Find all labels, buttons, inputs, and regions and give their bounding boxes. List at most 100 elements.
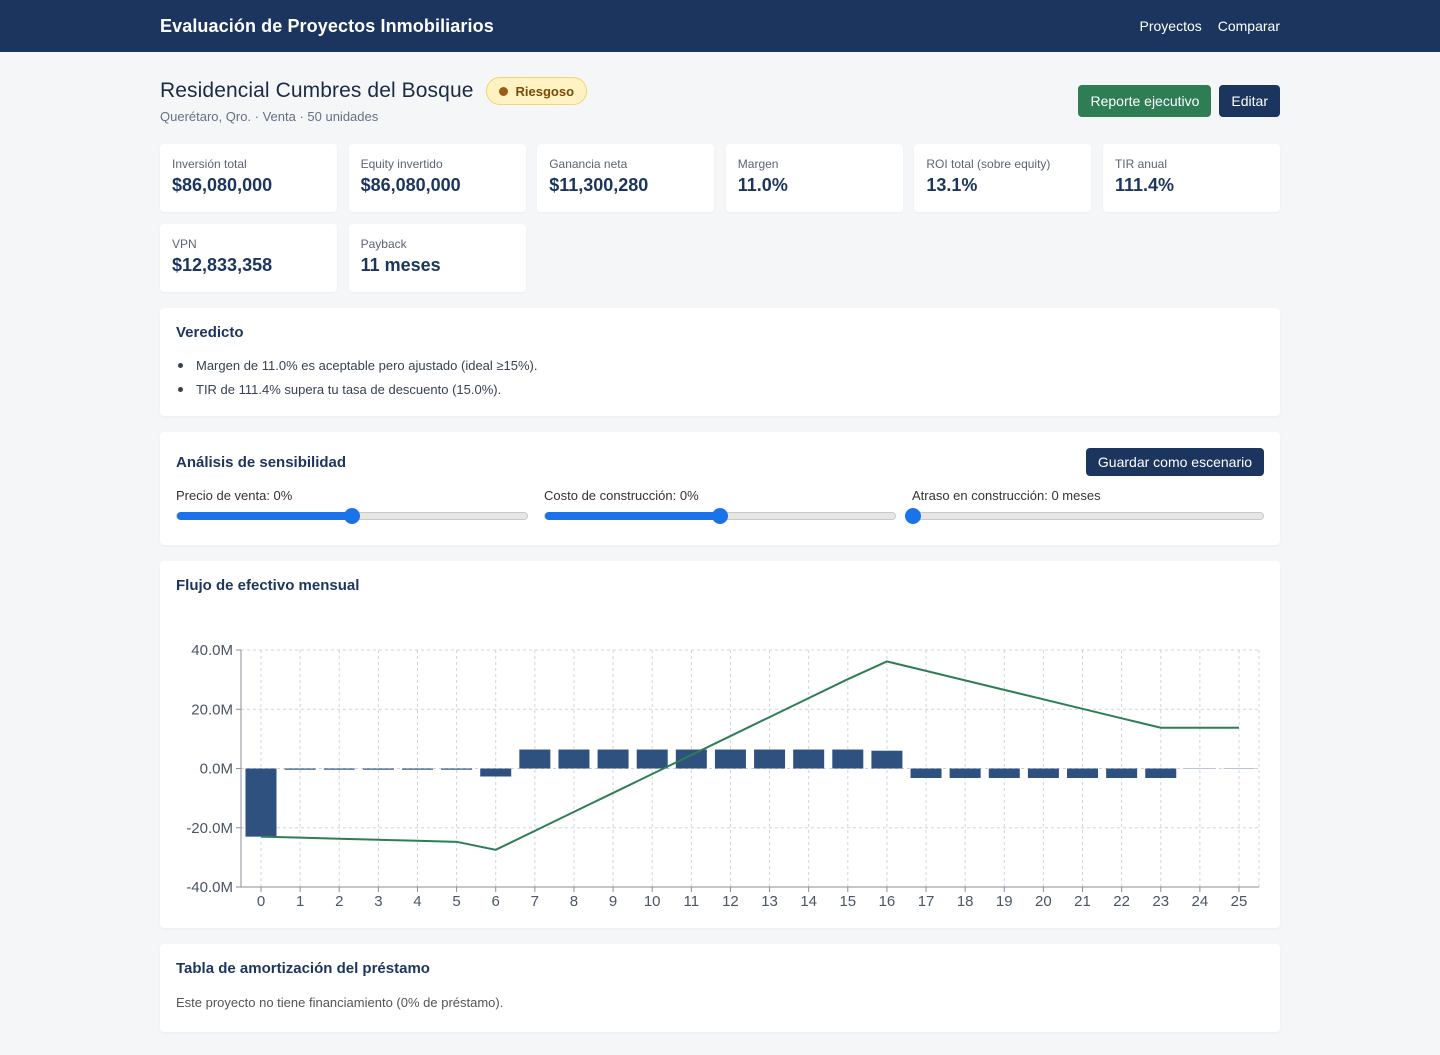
metric-label: Ganancia neta	[549, 157, 628, 171]
x-tick-label: 2	[335, 893, 343, 910]
metric-card-ganancia: Ganancia neta $11,300,280	[537, 144, 715, 212]
slider-track[interactable]	[544, 508, 896, 524]
x-tick-label: 14	[800, 893, 817, 910]
bar	[597, 749, 629, 769]
y-tick-label: 0.0M	[200, 761, 233, 778]
bar	[1145, 768, 1177, 778]
slider-fill	[177, 512, 352, 520]
metric-card-equity: Equity invertido $86,080,000	[348, 144, 526, 212]
slider-thumb[interactable]	[344, 508, 360, 524]
risk-badge: Riesgoso	[485, 77, 588, 105]
metric-card-roi: ROI total (sobre equity) 13.1%	[914, 144, 1092, 212]
x-tick-label: 3	[374, 893, 382, 910]
cashflow-title: Flujo de efectivo mensual	[176, 577, 360, 594]
bar	[558, 749, 590, 769]
x-tick-label: 25	[1231, 893, 1248, 910]
bar	[754, 749, 786, 769]
slider-label: Costo de construcción: 0%	[544, 488, 699, 503]
x-tick-label: 17	[918, 893, 935, 910]
verdict-item-text: TIR de 111.4% supera tu tasa de descuent…	[196, 381, 502, 397]
metric-label: Inversión total	[172, 157, 247, 171]
x-tick-label: 4	[413, 893, 421, 910]
metric-value: $11,300,280	[549, 175, 649, 195]
verdict-card: Veredicto Margen de 11.0% es aceptable p…	[160, 308, 1280, 416]
metrics-grid: Inversión total $86,080,000 Equity inver…	[160, 144, 1280, 292]
app-brand[interactable]: Evaluación de Proyectos Inmobiliarios	[160, 15, 494, 36]
metric-value: $12,833,358	[172, 255, 273, 275]
verdict-item-text: Margen de 11.0% es aceptable pero ajusta…	[196, 357, 538, 373]
cumulative-line	[260, 660, 1239, 851]
verdict-list: Margen de 11.0% es aceptable pero ajusta…	[176, 353, 1264, 401]
project-subtitle: Querétaro, Qro. · Venta · 50 unidades	[160, 109, 379, 124]
project-header: Residencial Cumbres del Bosque Riesgoso …	[160, 77, 1280, 126]
x-tick-label: 23	[1152, 893, 1169, 910]
metric-value: $86,080,000	[172, 175, 273, 195]
metric-value: 111.4%	[1114, 175, 1175, 195]
x-tick-label: 18	[957, 893, 974, 910]
amortization-text: Este proyecto no tiene financiamiento (0…	[176, 995, 504, 1010]
y-tick-label: -40.0M	[186, 879, 233, 896]
metric-card-inversion: Inversión total $86,080,000	[160, 144, 337, 212]
slider-atraso-construccion: Atraso en construcción: 0 meses	[905, 488, 1264, 524]
executive-report-button[interactable]: Reporte ejecutivo	[1078, 85, 1212, 117]
bar	[1067, 768, 1099, 778]
list-item: TIR de 111.4% supera tu tasa de descuent…	[176, 377, 1264, 401]
x-tick-label: 20	[1035, 893, 1052, 910]
slider-thumb[interactable]	[905, 508, 921, 524]
bar	[401, 768, 433, 770]
slider-track[interactable]	[905, 508, 1264, 524]
edit-button[interactable]: Editar	[1219, 85, 1280, 117]
metric-label: Margen	[737, 157, 779, 171]
list-item: Margen de 11.0% es aceptable pero ajusta…	[176, 353, 1264, 377]
bar	[284, 768, 316, 770]
bar	[871, 750, 903, 769]
x-axis-label: Mes	[736, 909, 764, 912]
bar	[245, 768, 277, 837]
project-title: Residencial Cumbres del Bosque	[160, 79, 474, 102]
amortization-card: Tabla de amortización del préstamo Este …	[160, 944, 1280, 1032]
cashflow-card: Flujo de efectivo mensual 40.0M 20.0M 0.0M…	[160, 561, 1280, 928]
metric-card-margen: Margen 11.0%	[725, 144, 903, 212]
metric-value: $86,080,000	[360, 175, 461, 195]
x-tick-label: 13	[761, 893, 778, 910]
slider-label: Precio de venta: 0%	[176, 488, 293, 503]
bar	[949, 768, 981, 778]
slider-track[interactable]	[176, 508, 528, 524]
x-tick-label: 5	[452, 893, 460, 910]
x-tick-label: 1	[296, 893, 304, 910]
bar	[675, 749, 707, 769]
x-tick-label: 7	[531, 893, 539, 910]
x-tick-label: 8	[570, 893, 578, 910]
bullet-icon	[178, 386, 183, 392]
bar	[636, 749, 668, 769]
bar	[988, 768, 1020, 778]
x-tick-label: 21	[1074, 893, 1091, 910]
metric-card-tir: TIR anual 111.4%	[1102, 144, 1280, 212]
bar	[480, 768, 512, 777]
amortization-title: Tabla de amortización del préstamo	[176, 960, 430, 977]
slider-thumb[interactable]	[712, 508, 728, 524]
save-scenario-button[interactable]: Guardar como escenario	[1085, 448, 1264, 476]
nav-link-proyectos[interactable]: Proyectos	[1139, 18, 1202, 34]
bar	[832, 749, 864, 769]
y-tick-label: -20.0M	[186, 820, 233, 837]
metric-value: 13.1%	[926, 175, 978, 195]
risk-badge-label: Riesgoso	[515, 83, 575, 99]
verdict-title: Veredicto	[176, 324, 244, 341]
slider-label: Atraso en construcción: 0 meses	[912, 488, 1101, 503]
bullet-icon	[178, 362, 183, 368]
x-tick-label: 6	[492, 893, 500, 910]
bar	[362, 768, 394, 770]
x-tick-label: 11	[684, 893, 700, 910]
metric-label: ROI total (sobre equity)	[926, 157, 1051, 171]
x-tick-label: 9	[609, 893, 617, 910]
x-tick-label: 12	[722, 893, 739, 910]
bar	[714, 749, 746, 769]
x-tick-label: 0	[257, 893, 265, 910]
bar	[910, 768, 942, 778]
nav-link-comparar[interactable]: Comparar	[1217, 18, 1280, 34]
bar	[1106, 768, 1138, 778]
y-tick-label: 20.0M	[191, 701, 233, 718]
metric-label: TIR anual	[1114, 157, 1167, 171]
